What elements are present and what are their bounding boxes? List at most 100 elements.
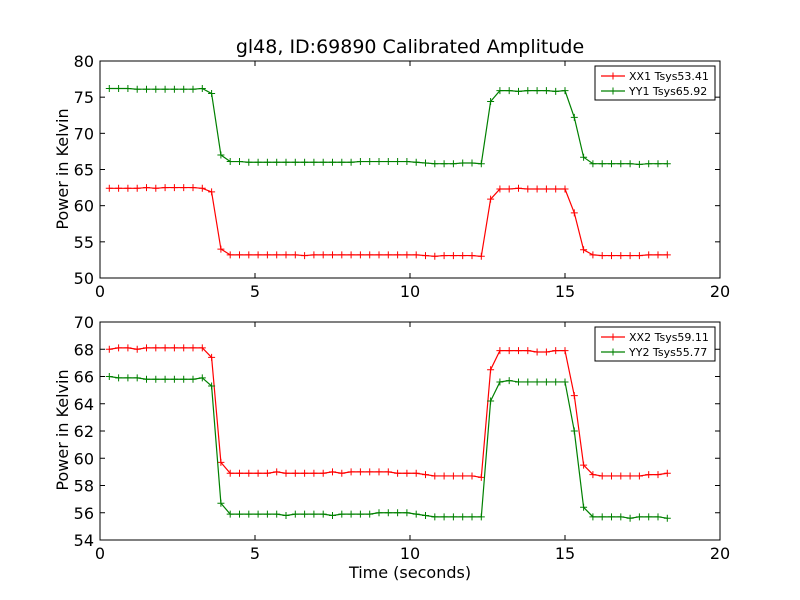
bottom-data-point	[366, 468, 374, 476]
top-data-point	[663, 160, 671, 168]
bottom-y-axis-label: Power in Kelvin	[53, 369, 72, 490]
bottom-data-point	[449, 472, 457, 480]
top-data-point	[189, 85, 197, 93]
top-axes-frame	[99, 60, 721, 279]
top-data-point	[291, 251, 299, 259]
bottom-x-tick-label: 15	[555, 544, 575, 563]
bottom-data-point	[208, 382, 216, 390]
top-data-point	[449, 160, 457, 168]
bottom-y-tick-label: 54	[74, 531, 94, 550]
top-data-point	[245, 158, 253, 166]
bottom-axes-frame	[99, 321, 721, 541]
bottom-data-point	[626, 472, 634, 480]
bottom-data-point	[608, 513, 615, 521]
bottom-plot-area: 0 5 10 15 20 54 56 58 60 62 64 66 68 70 XX2 Tsys59.11 Y…	[74, 313, 731, 563]
top-data-point	[347, 251, 355, 259]
top-data-point	[329, 251, 336, 259]
top-data-point	[170, 85, 178, 93]
bottom-data-point	[152, 344, 160, 352]
bottom-data-point	[487, 397, 495, 405]
bottom-data-point	[654, 471, 662, 479]
bottom-legend-marker	[609, 333, 617, 341]
top-data-point	[542, 185, 550, 193]
top-data-point	[468, 159, 476, 167]
bottom-data-point	[580, 503, 588, 511]
top-data-point	[356, 158, 364, 166]
top-data-point	[505, 87, 513, 95]
top-data-point	[347, 158, 355, 166]
bottom-data-point	[459, 513, 467, 521]
bottom-y-tick-label: 70	[74, 313, 94, 332]
bottom-data-point	[561, 347, 569, 355]
top-x-tick-label: 20	[710, 282, 730, 301]
bottom-data-point	[356, 510, 364, 518]
bottom-y-tick-label: 56	[74, 504, 94, 523]
top-data-point	[384, 251, 392, 259]
bottom-data-point	[654, 513, 662, 521]
top-data-point	[338, 251, 346, 259]
top-y-tick-label: 55	[74, 233, 94, 252]
top-data-point	[273, 251, 281, 259]
top-data-point	[459, 252, 467, 260]
bottom-data-point	[663, 514, 671, 522]
top-data-point	[366, 251, 374, 259]
top-data-point	[524, 87, 532, 95]
top-data-point	[635, 252, 643, 260]
top-data-point	[217, 151, 225, 159]
bottom-data-point	[310, 510, 318, 518]
top-data-point	[570, 209, 578, 217]
top-data-point	[440, 160, 448, 168]
top-data-point	[580, 153, 588, 161]
top-data-point	[319, 251, 327, 259]
top-data-point	[496, 87, 504, 95]
bottom-data-point	[533, 348, 541, 356]
bottom-data-point	[291, 469, 299, 477]
top-data-point	[496, 185, 504, 193]
top-data-point	[598, 160, 606, 168]
top-data-point	[180, 184, 188, 192]
top-data-point	[143, 85, 150, 93]
top-y-tick-label: 50	[74, 269, 94, 288]
bottom-data-point	[124, 344, 132, 352]
bottom-data-point	[217, 499, 225, 507]
bottom-data-point	[198, 374, 206, 382]
bottom-data-point	[412, 469, 420, 477]
top-legend-label: YY1 Tsys65.92	[628, 85, 707, 98]
top-data-point	[124, 84, 132, 92]
bottom-data-point	[422, 511, 429, 519]
bottom-data-point	[477, 513, 485, 521]
bottom-data-point	[161, 344, 169, 352]
bottom-data-point	[589, 471, 597, 479]
top-data-point	[282, 158, 290, 166]
top-data-point	[301, 252, 309, 260]
bottom-data-point	[542, 348, 550, 356]
bottom-data-point	[226, 510, 234, 518]
top-data-point	[133, 184, 141, 192]
bottom-data-point	[496, 378, 504, 386]
bottom-data-point	[552, 378, 560, 386]
top-data-point	[412, 158, 420, 166]
bottom-data-point	[301, 510, 309, 518]
bottom-data-point	[245, 469, 253, 477]
top-data-point	[226, 158, 234, 166]
top-data-point	[273, 158, 281, 166]
bottom-data-point	[598, 513, 606, 521]
top-data-point	[217, 245, 225, 253]
top-data-point	[431, 160, 439, 168]
bottom-data-point	[384, 509, 392, 517]
bottom-data-point	[477, 473, 485, 481]
top-data-point	[608, 160, 615, 168]
top-x-tick-label: 5	[250, 282, 260, 301]
bottom-data-point	[394, 469, 402, 477]
top-data-point	[394, 158, 402, 166]
bottom-legend-label: XX2 Tsys59.11	[629, 331, 709, 344]
top-data-point	[580, 246, 588, 254]
bottom-data-point	[589, 513, 597, 521]
top-legend-label: XX1 Tsys53.41	[629, 70, 709, 83]
top-data-point	[403, 158, 411, 166]
bottom-data-point	[468, 472, 476, 480]
top-data-point	[115, 84, 123, 92]
top-data-point	[645, 160, 653, 168]
top-data-point	[487, 195, 495, 203]
x-axis-label: Time (seconds)	[348, 563, 471, 582]
